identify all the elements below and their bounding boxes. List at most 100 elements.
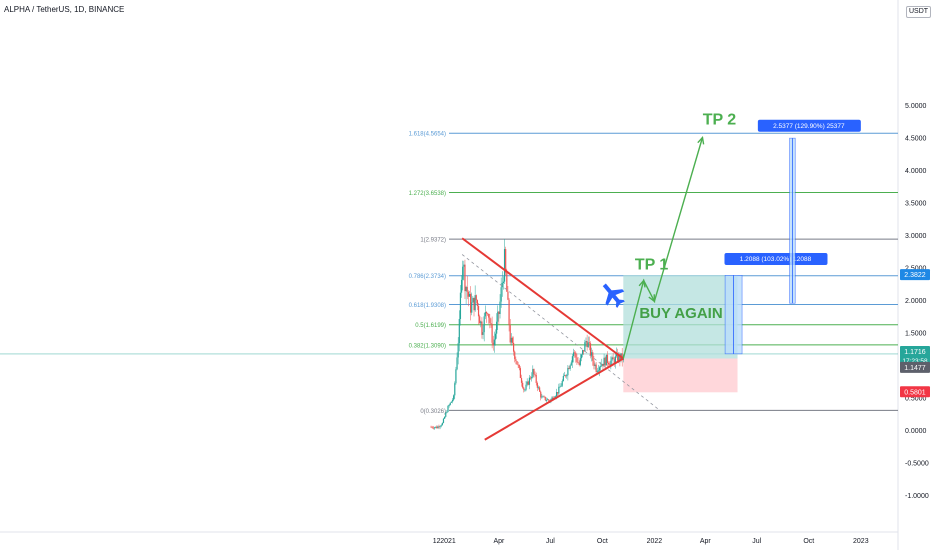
x-tick-label: 2021 (440, 538, 456, 545)
candle-body (592, 352, 594, 361)
dashed-trend-line (461, 254, 661, 411)
candle-body (560, 385, 562, 387)
candle-body (503, 249, 506, 282)
x-tick-label: 2022 (647, 538, 663, 545)
candle-body (601, 363, 603, 367)
target-path-line (622, 137, 704, 359)
candle-body (552, 397, 554, 400)
measure-label: 1.2088 (103.02%) 12088 (740, 256, 812, 263)
candle-body (437, 426, 439, 429)
measure-label-bg (724, 253, 828, 265)
candle-body (489, 317, 491, 324)
x-tick-label: Oct (803, 538, 814, 545)
candle-body (593, 360, 595, 366)
candle-body (591, 352, 593, 356)
rocket-icon (602, 283, 625, 308)
candle-body (577, 362, 579, 364)
candle-body (526, 381, 528, 385)
candle-body (603, 357, 605, 366)
fib-level-label: 0(0.3026) (420, 409, 446, 415)
candle-body (606, 354, 609, 363)
measure-label-bg (757, 119, 861, 132)
candle-body (583, 350, 585, 352)
candle-body (572, 352, 575, 357)
candle-body (569, 365, 571, 369)
candle-body (430, 426, 432, 428)
candle-body (456, 357, 458, 370)
y-tick-label: 3.5000 (905, 201, 927, 208)
candle-body (471, 302, 473, 313)
candle-body (472, 297, 474, 303)
annotation-text: BUY AGAIN (639, 305, 722, 322)
candle-body (470, 293, 472, 313)
y-tick-label: -0.5000 (905, 461, 929, 468)
candle-body (559, 386, 561, 388)
measure-label: 2.5377 (129.90%) 25377 (773, 123, 845, 130)
x-tick-label: Oct (597, 538, 608, 545)
candle-body (462, 266, 464, 280)
candle-body (509, 325, 511, 343)
candle-body (455, 369, 457, 384)
candle-body (463, 264, 465, 267)
candle-body (529, 377, 532, 379)
fib-level-label: 1.272(3.6538) (409, 191, 446, 197)
candle-body (438, 426, 440, 428)
currency-label[interactable]: USDT (906, 6, 932, 18)
candle-body (454, 383, 456, 396)
tp1-arrow-head (638, 278, 646, 288)
candle-body (587, 342, 589, 348)
y-tick-label: 4.5000 (905, 136, 927, 143)
candle-body (516, 361, 518, 365)
annotation-text: TP 2 (703, 112, 737, 129)
candle-body (613, 359, 615, 364)
candle-body (542, 396, 544, 398)
candle-body (451, 399, 454, 402)
candle-body (589, 343, 592, 356)
candle-body (525, 384, 527, 390)
candle-body (581, 350, 584, 355)
fib-level-label: 0.382(1.3090) (409, 343, 446, 349)
candle-body (533, 369, 535, 375)
candle-body (431, 426, 433, 428)
price-label-text: 2.3822 (904, 272, 926, 279)
candle-body (566, 375, 568, 377)
candle-body (449, 402, 451, 405)
candle-body (492, 342, 494, 346)
chart-title: ALPHA / TetherUS, 1D, BINANCE (4, 5, 125, 14)
candle-body (565, 375, 567, 377)
candle-body (444, 416, 446, 419)
candle-body (614, 356, 616, 364)
valley-arrow-head (648, 294, 656, 303)
x-tick-label: 2023 (853, 538, 869, 545)
y-tick-label: 3.0000 (905, 233, 927, 240)
candle-body (459, 292, 462, 319)
candle-body (534, 374, 536, 376)
fib-level-label: 0.5(1.6199) (415, 323, 446, 329)
candle-body (558, 386, 560, 394)
candle-body (548, 399, 550, 401)
y-tick-label: -1.0000 (905, 493, 929, 500)
candle-body (520, 377, 523, 383)
triangle-upper-line (461, 237, 624, 360)
candle-body (436, 426, 438, 429)
candle-body (522, 382, 524, 388)
fib-level-label: 1(2.9372) (420, 238, 446, 244)
rocket-shape (602, 283, 625, 308)
candle-body (499, 301, 501, 315)
triangle-lower-line (484, 357, 624, 441)
candle-body (557, 392, 559, 394)
candle-body (496, 321, 498, 334)
candle-body (433, 427, 436, 429)
y-tick-label: 2.0000 (905, 298, 927, 305)
price-countdown-text: 17:23:58 (902, 358, 928, 365)
candle-body (619, 354, 621, 361)
candle-body (442, 418, 445, 423)
candle-body (439, 426, 441, 428)
candle-body (588, 342, 590, 344)
price-label-text: 0.5801 (904, 389, 926, 396)
candle-body (467, 291, 469, 297)
candle-body (474, 295, 476, 311)
candles-group (430, 239, 624, 430)
candle-body (532, 369, 534, 377)
